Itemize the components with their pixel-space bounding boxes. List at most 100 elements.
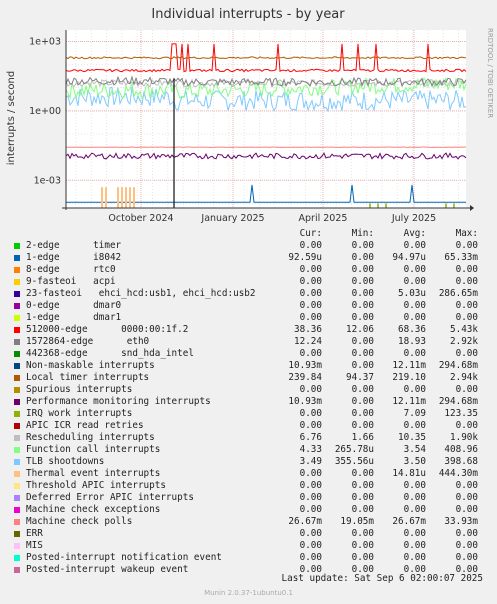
legend-min: 1.66 [351,432,374,443]
legend-cur: 0.00 [299,552,322,563]
legend-cur: 0.00 [299,564,322,575]
x-tick-label: January 2025 [200,213,264,224]
legend-max: 0.00 [455,528,478,539]
legend-cur: 0.00 [299,408,322,419]
grid [66,30,466,208]
legend-swatch [14,447,20,453]
legend-min: 0.00 [351,468,374,479]
legend-cur: 0.00 [299,312,322,323]
legend-max: 65.33m [444,252,478,263]
legend-cur: 0.00 [299,540,322,551]
legend-avg: 10.35 [398,432,426,443]
legend-label: ERR [26,528,43,539]
legend-cur: 6.76 [299,432,322,443]
plot-area [66,30,466,208]
legend-swatch [14,315,20,321]
legend-min: 0.00 [351,312,374,323]
legend-label: Threshold APIC interrupts [26,480,166,491]
legend-avg: 94.97u [392,252,426,263]
legend-cur: 0.00 [299,300,322,311]
legend-row: Local timer interrupts 239.84 94.37 219.10 2… [12,372,492,384]
series-line [65,78,467,88]
legend-max: 398.68 [444,456,478,467]
legend-cur: 38.36 [294,324,322,335]
legend-max: 408.96 [444,444,478,455]
legend-cur: 0.00 [299,240,322,251]
col-min: Min: [351,228,374,239]
legend-rows: 2-edge timer 0.00 0.00 0.00 0.00 1-edge i8042… [12,240,492,576]
legend-swatch [14,435,20,441]
col-max: Max: [455,228,478,239]
legend-max: 0.00 [455,480,478,491]
legend-avg: 0.00 [403,528,426,539]
legend-row: 442368-edge snd_hda_intel 0.00 0.00 0.00 0.0… [12,348,492,360]
legend-swatch [14,423,20,429]
legend-label: Deferred Error APIC interrupts [26,492,194,503]
legend-row: Thermal event interrupts 0.00 0.00 14.81u 44… [12,468,492,480]
legend-cur: 12.24 [294,336,322,347]
legend-avg: 5.03u [398,288,426,299]
legend-min: 0.00 [351,288,374,299]
legend-swatch [14,567,20,573]
legend-swatch [14,339,20,345]
legend-row: Threshold APIC interrupts 0.00 0.00 0.00 0.0… [12,480,492,492]
legend-max: 0.00 [455,420,478,431]
legend-swatch [14,363,20,369]
y-tick-label: 1e+03 [29,37,61,48]
legend-avg: 0.00 [403,504,426,515]
legend-row: 512000-edge 0000:00:1f.2 38.36 12.06 68.36 5… [12,324,492,336]
legend-row: Machine check exceptions 0.00 0.00 0.00 0.00 [12,504,492,516]
legend-max: 2.94k [450,372,478,383]
legend-min: 0.00 [351,552,374,563]
legend-swatch [14,243,20,249]
legend-row: 1572864-edge eth0 12.24 0.00 18.93 2.92k [12,336,492,348]
legend-max: 123.35 [444,408,478,419]
legend-cur: 0.00 [299,492,322,503]
legend-row: Posted-interrupt wakeup event 0.00 0.00 0.0… [12,564,492,576]
legend-avg: 0.00 [403,420,426,431]
legend-swatch [14,531,20,537]
legend-swatch [14,303,20,309]
legend-cur: 0.00 [299,468,322,479]
legend-cur: 0.00 [299,384,322,395]
legend-cur: 0.00 [299,528,322,539]
legend-avg: 219.10 [392,372,426,383]
legend-min: 0.00 [351,504,374,515]
legend-avg: 0.00 [403,480,426,491]
chart-title: Individual interrupts - by year [151,7,345,22]
legend-label: 1572864-edge eth0 [26,336,150,347]
legend-max: 286.65m [438,288,478,299]
legend-max: 0.00 [455,348,478,359]
legend-label: 0-edge dmar0 [26,300,122,311]
legend-max: 0.00 [455,312,478,323]
legend-header: Cur: Min: Avg: Max: [12,228,492,240]
legend-min: 0.00 [351,264,374,275]
legend-row: 9-fasteoi acpi 0.00 0.00 0.00 0.00 [12,276,492,288]
legend-label: Machine check polls [26,516,133,527]
legend-cur: 3.49 [299,456,322,467]
series-line [65,76,467,100]
x-tick-label: October 2024 [108,213,173,224]
legend-min: 0.00 [351,300,374,311]
legend-min: 0.00 [351,540,374,551]
legend-avg: 7.09 [403,408,426,419]
legend-swatch [14,279,20,285]
legend-avg: 18.93 [398,336,426,347]
legend-cur: 0.00 [299,420,322,431]
legend-row: MIS 0.00 0.00 0.00 0.00 [12,540,492,552]
legend-max: 2.92k [450,336,478,347]
legend-cur: 0.00 [299,288,322,299]
legend-row: APIC ICR read retries 0.00 0.00 0.00 0.00 [12,420,492,432]
legend: Cur: Min: Avg: Max: 2-edge timer 0.00 0.00… [12,228,492,576]
legend-swatch [14,495,20,501]
side-credit: RRDTOOL / TOBI OETIKER [486,28,494,118]
col-avg: Avg: [403,228,426,239]
legend-row: 1-edge dmar1 0.00 0.00 0.00 0.00 [12,312,492,324]
legend-min: 0.00 [351,252,374,263]
legend-row: Machine check polls 26.67m 19.05m 26.67m 33.… [12,516,492,528]
legend-max: 0.00 [455,504,478,515]
legend-avg: 3.54 [403,444,426,455]
legend-label: IRQ work interrupts [26,408,133,419]
series-line [66,184,466,203]
legend-label: Spurious interrupts [26,384,133,395]
